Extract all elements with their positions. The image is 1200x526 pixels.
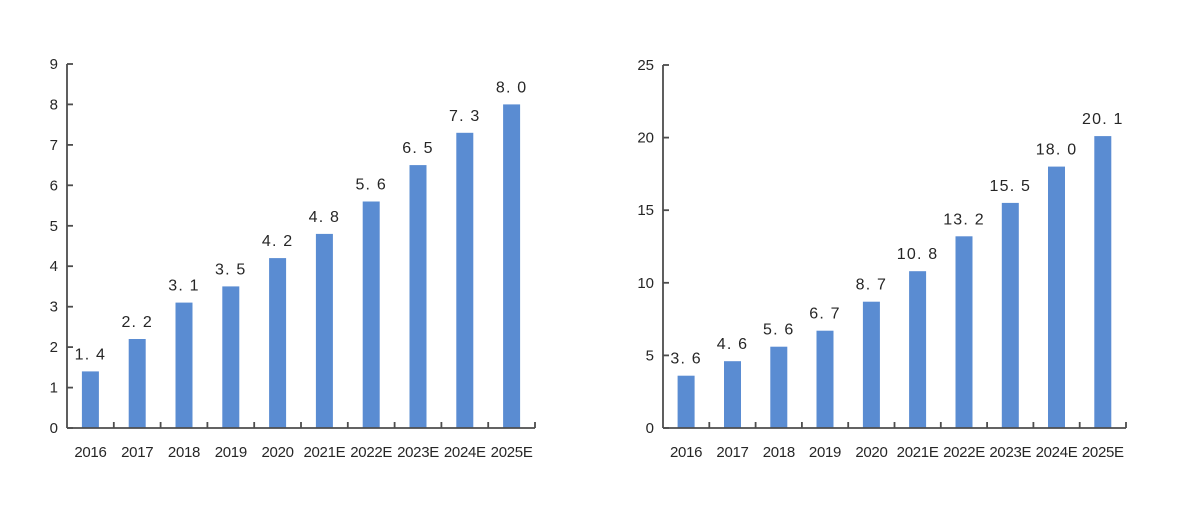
x-tick-label-left-bar-chart-2023E: 2023E	[397, 444, 439, 461]
data-label-right-bar-chart-2020: 8. 7	[856, 277, 888, 294]
y-tick-label-right-bar-chart-20: 20	[637, 130, 654, 147]
data-label-left-bar-chart-2022E: 5. 6	[355, 177, 387, 194]
y-tick-label-left-bar-chart-9: 9	[50, 56, 58, 73]
data-label-left-bar-chart-2016: 1. 4	[75, 346, 107, 363]
data-label-left-bar-chart-2025E: 8. 0	[496, 79, 528, 96]
x-tick-label-left-bar-chart-2017: 2017	[121, 444, 153, 461]
data-label-right-bar-chart-2021E: 10. 8	[897, 246, 939, 263]
x-tick-label-right-bar-chart-2020: 2020	[855, 444, 887, 461]
data-label-right-bar-chart-2016: 3. 6	[670, 351, 702, 368]
bar-left-bar-chart-2019	[222, 286, 240, 428]
bar-left-bar-chart-2020	[269, 258, 287, 428]
data-label-right-bar-chart-2017: 4. 6	[717, 336, 749, 353]
data-label-left-bar-chart-2020: 4. 2	[262, 233, 294, 250]
bar-left-bar-chart-2025E	[503, 104, 521, 429]
x-tick-label-right-bar-chart-2016: 2016	[670, 444, 702, 461]
x-tick-label-right-bar-chart-2025E: 2025E	[1082, 444, 1124, 461]
bar-right-bar-chart-2019	[816, 330, 834, 428]
y-tick-label-left-bar-chart-4: 4	[50, 258, 58, 275]
bar-right-bar-chart-2020	[862, 301, 880, 428]
bar-left-bar-chart-2018	[175, 302, 193, 428]
bar-left-bar-chart-2021E	[315, 233, 333, 428]
x-tick-label-left-bar-chart-2016: 2016	[74, 444, 106, 461]
y-tick-label-left-bar-chart-7: 7	[50, 137, 58, 154]
bar-right-bar-chart-2017	[724, 361, 741, 428]
bar-right-bar-chart-2023E	[1001, 202, 1019, 428]
x-tick-label-right-bar-chart-2019: 2019	[809, 444, 841, 461]
data-label-left-bar-chart-2023E: 6. 5	[402, 140, 434, 157]
x-tick-label-left-bar-chart-2025E: 2025E	[491, 444, 533, 461]
x-tick-label-left-bar-chart-2022E: 2022E	[350, 444, 392, 461]
x-tick-label-left-bar-chart-2018: 2018	[168, 444, 200, 461]
bar-right-bar-chart-2024E	[1048, 166, 1065, 428]
x-tick-label-right-bar-chart-2021E: 2021E	[897, 444, 939, 461]
bar-right-bar-chart-2022E	[955, 236, 973, 428]
y-tick-label-right-bar-chart-0: 0	[646, 420, 654, 437]
x-tick-label-left-bar-chart-2020: 2020	[262, 444, 294, 461]
y-tick-label-left-bar-chart-0: 0	[50, 420, 58, 437]
data-label-left-bar-chart-2021E: 4. 8	[309, 209, 341, 226]
data-label-left-bar-chart-2019: 3. 5	[215, 261, 247, 278]
data-label-right-bar-chart-2025E: 20. 1	[1082, 111, 1124, 128]
bar-right-bar-chart-2018	[770, 346, 788, 428]
data-label-right-bar-chart-2023E: 15. 5	[990, 178, 1032, 195]
bar-left-bar-chart-2024E	[456, 132, 474, 429]
x-tick-label-right-bar-chart-2024E: 2024E	[1036, 444, 1078, 461]
data-label-right-bar-chart-2024E: 18. 0	[1036, 142, 1078, 159]
x-tick-label-right-bar-chart-2017: 2017	[716, 444, 748, 461]
y-tick-label-right-bar-chart-25: 25	[637, 57, 654, 74]
x-tick-label-left-bar-chart-2019: 2019	[215, 444, 247, 461]
x-tick-label-right-bar-chart-2023E: 2023E	[989, 444, 1031, 461]
y-tick-label-right-bar-chart-5: 5	[646, 347, 654, 364]
bar-right-bar-chart-2016	[677, 375, 695, 428]
y-tick-label-left-bar-chart-2: 2	[50, 339, 58, 356]
data-label-right-bar-chart-2019: 6. 7	[809, 306, 841, 323]
y-tick-label-left-bar-chart-5: 5	[50, 218, 58, 235]
bar-left-bar-chart-2017	[128, 339, 146, 428]
bar-right-bar-chart-2025E	[1094, 136, 1112, 428]
x-tick-label-right-bar-chart-2018: 2018	[763, 444, 795, 461]
data-label-right-bar-chart-2018: 5. 6	[763, 322, 795, 339]
y-tick-label-left-bar-chart-6: 6	[50, 177, 58, 194]
bar-left-bar-chart-2016	[81, 371, 99, 428]
y-tick-label-left-bar-chart-3: 3	[50, 299, 58, 316]
y-tick-label-left-bar-chart-1: 1	[50, 380, 58, 397]
data-label-left-bar-chart-2017: 2. 2	[121, 314, 153, 331]
data-label-right-bar-chart-2022E: 13. 2	[943, 211, 985, 228]
bar-left-bar-chart-2023E	[409, 165, 427, 428]
y-tick-label-left-bar-chart-8: 8	[50, 96, 58, 113]
y-tick-label-right-bar-chart-15: 15	[637, 202, 654, 219]
x-tick-label-left-bar-chart-2021E: 2021E	[303, 444, 345, 461]
x-tick-label-left-bar-chart-2024E: 2024E	[444, 444, 486, 461]
data-label-left-bar-chart-2018: 3. 1	[168, 278, 200, 295]
bar-right-bar-chart-2021E	[909, 271, 927, 428]
bar-left-bar-chart-2022E	[362, 201, 380, 428]
x-tick-label-right-bar-chart-2022E: 2022E	[943, 444, 985, 461]
data-label-left-bar-chart-2024E: 7. 3	[449, 108, 481, 125]
y-tick-label-right-bar-chart-10: 10	[637, 275, 654, 292]
